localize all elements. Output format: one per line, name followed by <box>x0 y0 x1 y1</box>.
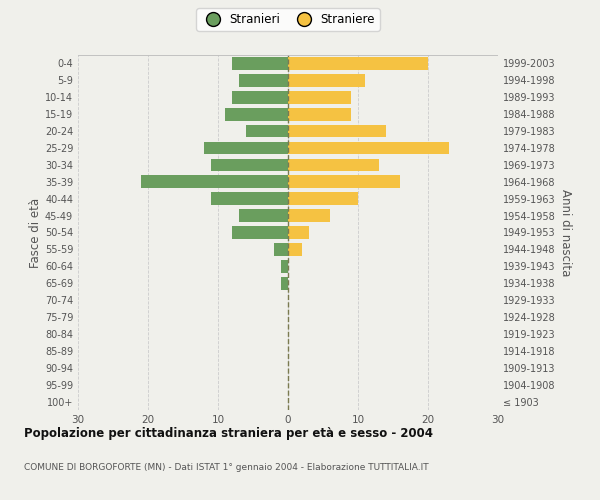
Bar <box>225 108 288 120</box>
Y-axis label: Fasce di età: Fasce di età <box>29 198 42 268</box>
Legend: Stranieri, Straniere: Stranieri, Straniere <box>196 8 380 31</box>
Bar <box>211 158 288 171</box>
Bar <box>288 124 386 138</box>
Y-axis label: Anni di nascita: Anni di nascita <box>559 189 572 276</box>
Text: COMUNE DI BORGOFORTE (MN) - Dati ISTAT 1° gennaio 2004 - Elaborazione TUTTITALIA: COMUNE DI BORGOFORTE (MN) - Dati ISTAT 1… <box>24 462 428 471</box>
Bar <box>288 192 358 205</box>
Bar <box>281 260 288 272</box>
Bar <box>211 192 288 205</box>
Bar <box>288 142 449 154</box>
Bar <box>204 142 288 154</box>
Bar <box>288 74 365 86</box>
Bar <box>274 243 288 256</box>
Bar <box>281 277 288 289</box>
Bar <box>239 210 288 222</box>
Bar <box>288 158 379 171</box>
Bar <box>232 57 288 70</box>
Text: Popolazione per cittadinanza straniera per età e sesso - 2004: Popolazione per cittadinanza straniera p… <box>24 428 433 440</box>
Bar <box>288 210 330 222</box>
Bar <box>246 124 288 138</box>
Bar <box>288 226 309 239</box>
Bar <box>288 91 351 104</box>
Bar <box>141 176 288 188</box>
Bar <box>232 226 288 239</box>
Bar <box>288 176 400 188</box>
Bar <box>288 243 302 256</box>
Bar <box>288 108 351 120</box>
Bar <box>239 74 288 86</box>
Bar <box>232 91 288 104</box>
Bar <box>288 57 428 70</box>
